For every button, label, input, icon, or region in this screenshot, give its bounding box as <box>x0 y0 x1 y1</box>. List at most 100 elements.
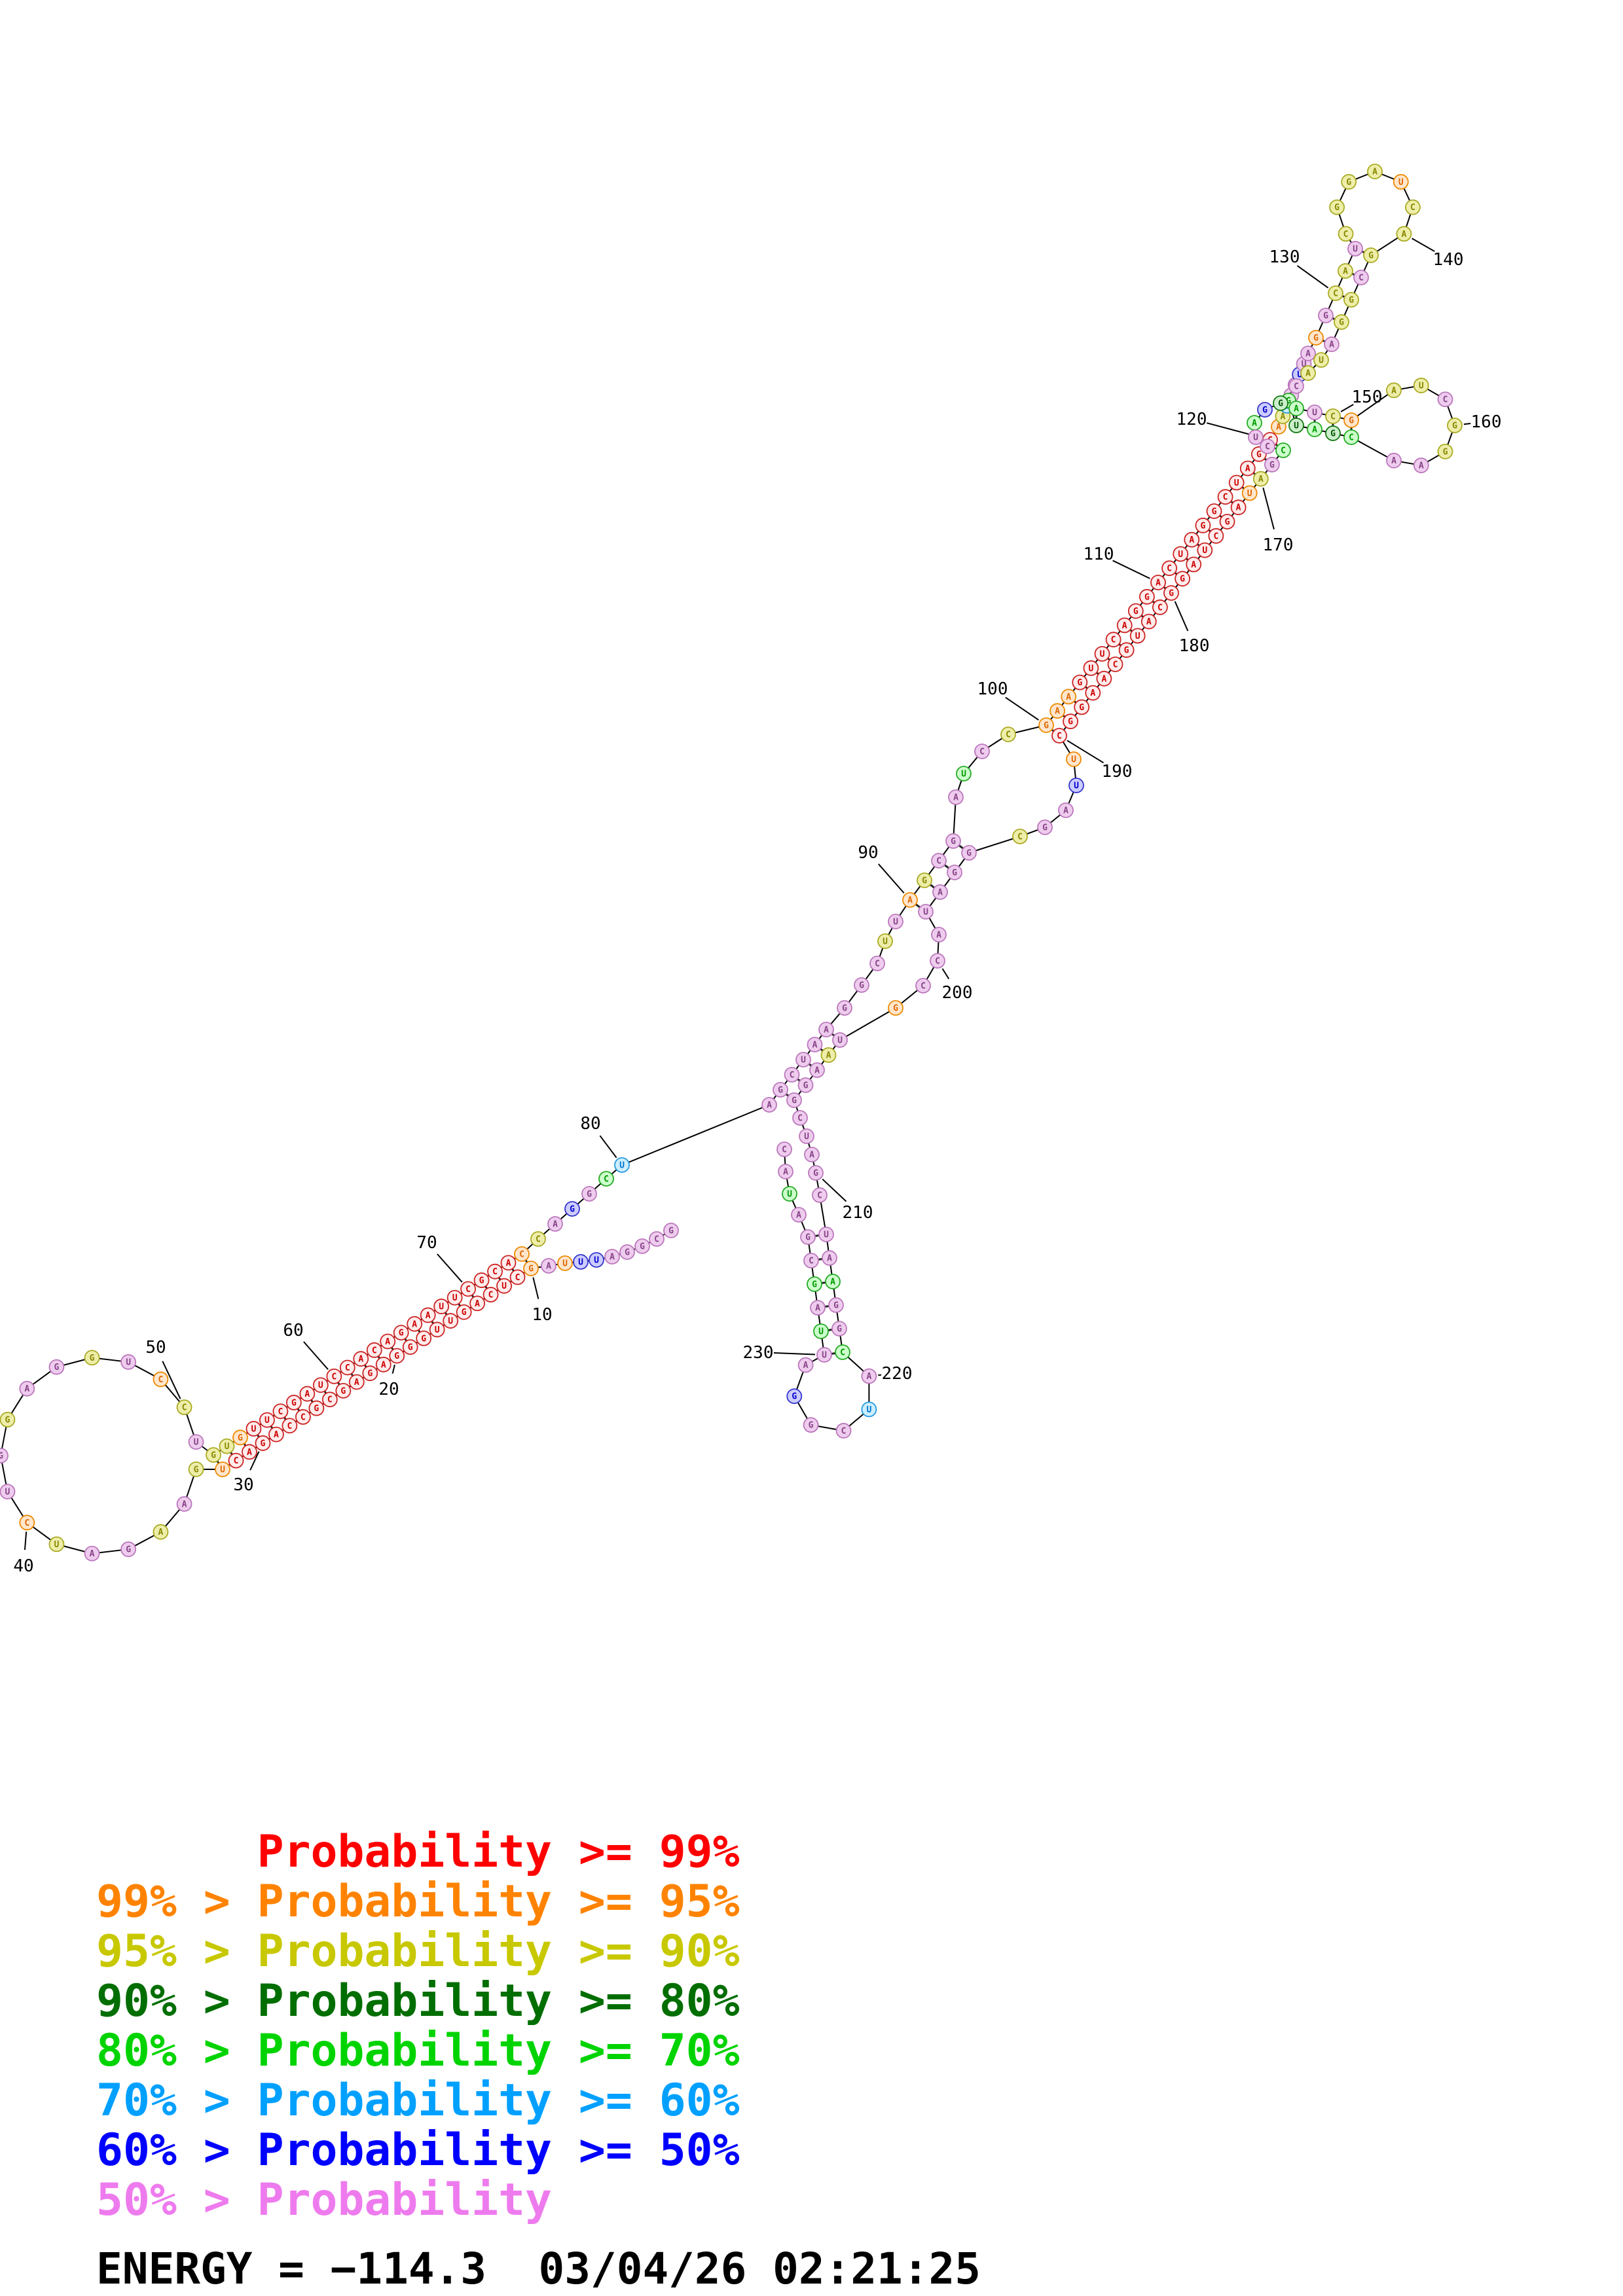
position-label: 30 <box>233 1475 253 1495</box>
nucleotide-letter: C <box>234 1456 239 1466</box>
nucleotide <box>1273 395 1288 411</box>
nucleotide-letter: A <box>796 1211 801 1221</box>
label-tick <box>1340 404 1354 412</box>
position-label: 10 <box>532 1305 552 1325</box>
nucleotide <box>888 1000 903 1016</box>
nucleotide-letter: A <box>1122 621 1127 631</box>
nucleotide <box>1230 499 1247 516</box>
nucleotide-letter: A <box>1305 369 1311 379</box>
nucleotide <box>809 1062 825 1078</box>
legend-line-8: 50% > Probability <box>96 2174 552 2226</box>
nucleotide <box>915 978 931 994</box>
nucleotide-letter: C <box>1213 531 1218 541</box>
nucleotide <box>564 1201 580 1217</box>
nucleotide-letter: C <box>465 1285 471 1295</box>
nucleotide-letter: A <box>1066 692 1071 702</box>
nucleotide <box>932 884 948 900</box>
nucleotide <box>120 1354 137 1370</box>
nucleotide <box>854 977 869 993</box>
nucleotide-letter: U <box>251 1424 257 1434</box>
label-tick <box>822 1178 847 1202</box>
nucleotide-letter: G <box>837 1325 842 1335</box>
nucleotide <box>1096 670 1112 687</box>
nucleotide <box>483 1287 499 1302</box>
nucleotide <box>797 1357 814 1373</box>
nucleotide <box>1248 429 1264 445</box>
nucleotide <box>761 1097 777 1113</box>
nucleotide-letter: A <box>506 1259 511 1268</box>
nucleotide-letter: G <box>90 1354 95 1363</box>
nucleotide <box>228 1452 244 1469</box>
nucleotide <box>1288 401 1304 416</box>
nucleotide <box>407 1316 423 1332</box>
position-labels: 10 20 30 40 50 60 70 80 90 100 110 120 130 140 150 160 1… <box>13 238 1501 1576</box>
nucleotide <box>188 1434 204 1450</box>
nucleotide-letter: G <box>812 1280 817 1290</box>
nucleotide-letter: C <box>278 1407 283 1417</box>
position-label: 160 <box>1471 412 1502 432</box>
nucleotide-letter: U <box>318 1381 323 1391</box>
nucleotide-letter: A <box>953 793 958 803</box>
nucleotide-letter: C <box>1017 833 1023 842</box>
nucleotide-letter: U <box>1312 408 1317 418</box>
nucleotide-letter: U <box>837 1036 843 1046</box>
nucleotide <box>1288 418 1304 433</box>
nucleotide-letter: U <box>501 1282 507 1291</box>
nucleotide <box>416 1330 432 1346</box>
nucleotide-letter: U <box>1297 370 1302 380</box>
nucleotide-letter: C <box>935 957 940 967</box>
nucleotide-letter: U <box>1088 664 1093 673</box>
nucleotide <box>1338 263 1353 279</box>
nucleotide <box>1405 199 1421 215</box>
nucleotide-letter: G <box>340 1386 346 1396</box>
nucleotide <box>1325 425 1341 441</box>
position-label: 100 <box>977 679 1008 699</box>
nucleotide-letter: G <box>238 1433 243 1443</box>
nucleotide <box>573 1254 589 1270</box>
nucleotide <box>1184 531 1200 548</box>
nucleotide-letter: A <box>1305 350 1311 359</box>
nucleotide <box>807 1037 823 1052</box>
nucleotide <box>242 1444 257 1460</box>
nucleotide <box>1068 778 1084 793</box>
nucleotide <box>786 1092 802 1108</box>
nucleotide-letter: G <box>1368 251 1374 261</box>
nucleotide-letter: A <box>412 1319 417 1329</box>
nucleotide <box>1241 485 1258 501</box>
nucleotide <box>797 1077 814 1093</box>
nucleotide-letter: G <box>1443 447 1448 457</box>
nucleotide-letter: A <box>1236 503 1241 513</box>
nucleotide <box>389 1348 405 1364</box>
nucleotide <box>393 1325 409 1341</box>
nucleotide <box>1217 489 1233 505</box>
nucleotide <box>917 872 932 888</box>
nucleotide-letter: U <box>866 1405 871 1415</box>
nucleotide <box>1074 699 1090 715</box>
nucleotide <box>353 1351 369 1367</box>
nucleotide-letter: G <box>778 1086 783 1096</box>
nucleotide <box>825 1274 841 1289</box>
nucleotide-letter: A <box>475 1299 480 1309</box>
nucleotide <box>837 1000 852 1016</box>
nucleotide <box>918 904 934 920</box>
nucleotide <box>1252 471 1269 487</box>
nucleotide-letter: A <box>426 1311 431 1321</box>
nucleotide-letter: A <box>1191 560 1196 570</box>
nucleotide <box>1163 585 1179 601</box>
label-tick <box>1296 265 1329 289</box>
nucleotide <box>1118 642 1135 658</box>
label-tick <box>1463 422 1471 425</box>
nucleotide-letter: A <box>907 896 913 906</box>
nucleotide <box>1386 452 1402 469</box>
nucleotide-letter: U <box>787 1190 792 1200</box>
nucleotide <box>84 1545 100 1562</box>
nucleotide-letter: G <box>5 1416 10 1426</box>
nucleotide-letter: A <box>1156 579 1161 588</box>
nucleotide <box>259 1412 275 1428</box>
nucleotide <box>795 1052 811 1067</box>
nucleotide-letter: G <box>528 1265 534 1274</box>
nucleotide-letter: A <box>815 1304 820 1314</box>
nucleotide-letter: A <box>1329 340 1334 350</box>
nucleotide <box>861 1401 877 1418</box>
nucleotide-letter: C <box>492 1267 498 1277</box>
